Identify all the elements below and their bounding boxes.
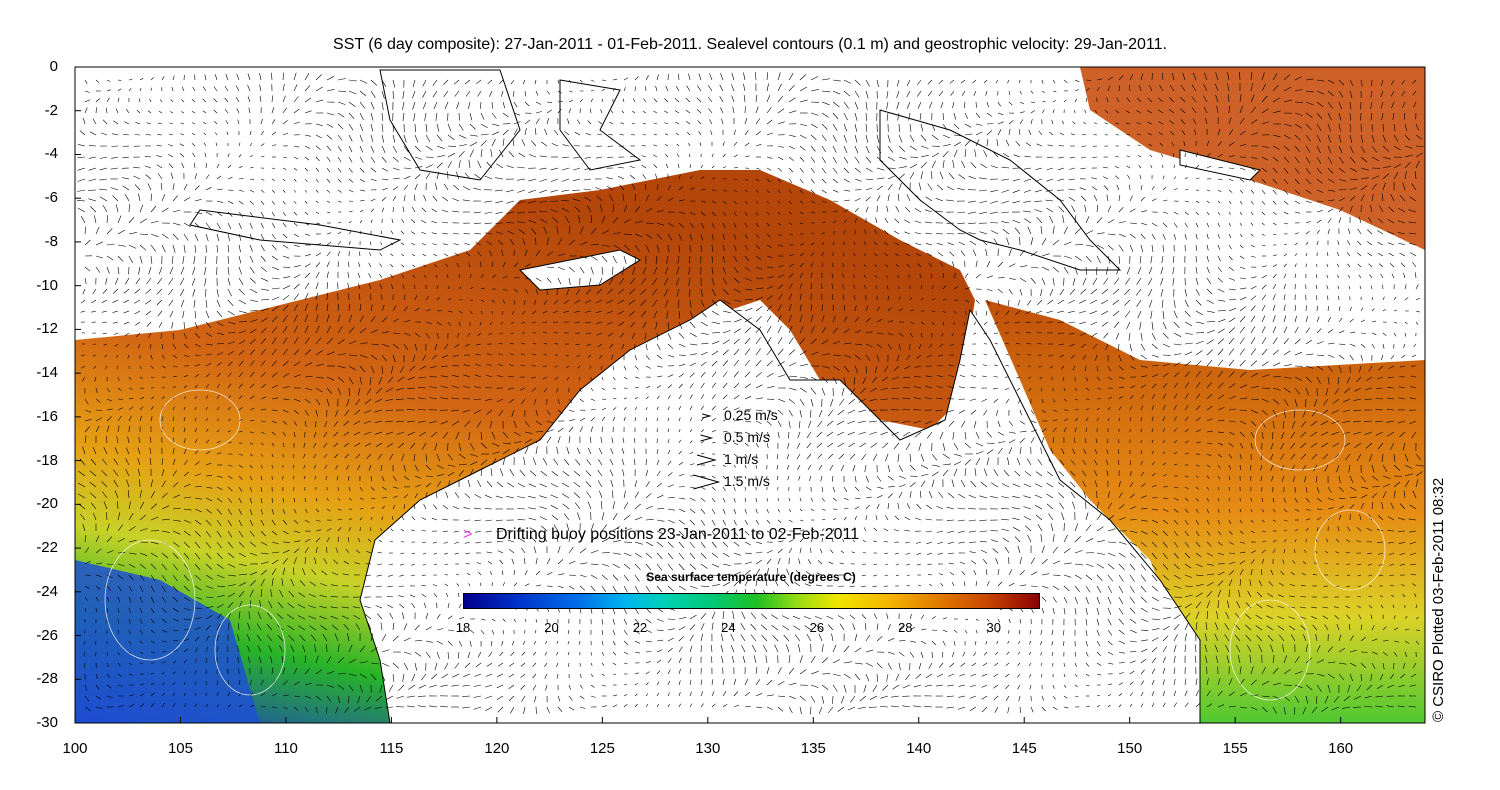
- x-tick-label: 105: [167, 740, 193, 757]
- y-tick-label: -22: [36, 539, 58, 557]
- x-tick-label: 145: [1011, 740, 1037, 757]
- y-tick-label: -16: [36, 407, 58, 425]
- velocity-legend-arrow: [696, 454, 717, 466]
- x-tick-label: 115: [379, 740, 404, 757]
- velocity-legend-label: 1.5 m/s: [724, 473, 770, 489]
- x-tick-label: 140: [906, 740, 932, 757]
- australia-land: [359, 299, 1201, 724]
- y-tick-label: -30: [36, 714, 58, 731]
- x-tick-label: 155: [1222, 740, 1248, 757]
- x-tick-label: 150: [1117, 740, 1143, 757]
- y-tick-label: -24: [36, 582, 58, 600]
- colorbar-tick-label: 22: [632, 620, 648, 635]
- colorbar-tick-label: 20: [544, 620, 559, 635]
- sst-field-east: [985, 300, 1425, 723]
- colorbar-tick-label: 28: [898, 620, 913, 635]
- velocity-legend-label: 1 m/s: [724, 451, 759, 467]
- sealevel-contours: [104, 389, 1386, 701]
- buoy-marker-icon: >: [463, 526, 473, 543]
- buoy-legend-label: Drifting buoy positions 23-Jan-2011 to 0…: [496, 526, 860, 543]
- y-tick-label: -10: [36, 276, 58, 294]
- colorbar-tick-label: 26: [809, 620, 825, 635]
- x-tick-label: 160: [1328, 740, 1354, 757]
- y-tick-label: -14: [36, 364, 58, 382]
- sst-field-west: [75, 170, 975, 723]
- java-land: [189, 209, 402, 251]
- y-tick-label: -8: [44, 232, 58, 250]
- map-title: SST (6 day composite): 27-Jan-2011 - 01-…: [333, 36, 1167, 53]
- y-tick-label: 0: [49, 58, 58, 75]
- y-tick-label: -28: [36, 670, 58, 688]
- velocity-legend-arrow: [693, 474, 721, 490]
- sst-field-northeast: [1080, 67, 1425, 250]
- x-tick-label: 130: [695, 740, 721, 757]
- x-tick-label: 135: [800, 740, 826, 757]
- sst-field-south-blue: [75, 560, 260, 723]
- colorbar-tick-label: 30: [986, 620, 1001, 635]
- velocity-legend-arrow: [702, 413, 712, 419]
- y-tick-label: -18: [36, 451, 58, 469]
- velocity-legend-label: 0.25 m/s: [724, 407, 778, 423]
- colorbar-tick-label: 24: [721, 620, 736, 635]
- x-tick-label: 110: [273, 740, 298, 757]
- y-tick-label: -4: [44, 145, 58, 163]
- y-tick-label: -12: [36, 320, 58, 338]
- solomon-land: [1179, 149, 1261, 181]
- colorbar-tick-label: 18: [455, 620, 471, 635]
- x-tick-label: 120: [484, 740, 510, 757]
- sulawesi-land: [559, 79, 642, 171]
- colorbar: [463, 593, 1040, 609]
- colorbar-title: Sea surface temperature (degrees C): [646, 570, 856, 584]
- velocity-arrows: [76, 71, 1424, 715]
- x-tick-label: 125: [589, 740, 615, 757]
- y-tick-label: -20: [36, 495, 58, 513]
- y-tick-label: -2: [44, 101, 58, 119]
- y-tick-label: -6: [44, 189, 58, 207]
- x-tick-label: 100: [62, 740, 88, 757]
- borneo-land: [379, 69, 521, 181]
- credit-text: © CSIRO Plotted 03-Feb-2011 08:32: [1430, 477, 1447, 722]
- plot-frame: [74, 66, 1426, 724]
- y-tick-label: -26: [36, 626, 58, 644]
- timor-land: [518, 249, 642, 291]
- velocity-legend-arrow: [700, 434, 714, 442]
- velocity-legend-label: 0.5 m/s: [724, 429, 770, 445]
